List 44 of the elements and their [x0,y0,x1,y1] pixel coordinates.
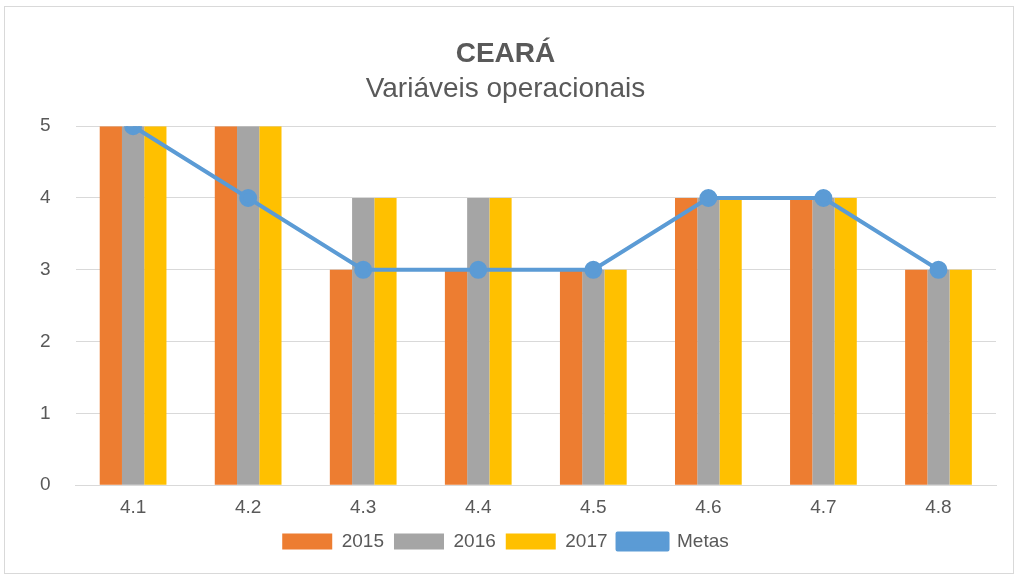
x-tick-label: 4.3 [349,495,377,517]
x-tick-label: 4.6 [695,495,722,517]
x-tick-label: 4.1 [119,495,147,517]
bar [374,198,397,485]
bar [352,198,375,485]
y-tick-label: 3 [39,258,51,280]
x-tick-label: 4.8 [925,495,952,517]
x-tick-label: 4.7 [810,495,837,517]
bar [559,269,583,485]
legend-label: Metas [677,529,729,551]
bar [949,269,972,485]
x-tick-label: 4.5 [580,495,607,517]
bar [812,198,835,485]
y-tick-label: 0 [39,473,51,495]
bar [582,269,605,485]
bar [259,126,282,485]
bar [99,126,122,485]
chart-title: CEARÁ [455,36,556,68]
bar [834,198,857,485]
legend-label: 2016 [453,529,496,551]
x-tick-label: 4.4 [465,495,492,517]
bar [144,126,167,485]
y-tick-label: 2 [39,329,51,351]
bar [121,126,145,485]
bar [719,198,742,485]
bar [467,198,490,485]
bar [675,198,698,485]
bar [604,269,627,485]
bar [489,198,512,485]
bar [237,126,260,485]
legend-label: 2015 [341,529,385,551]
y-tick-label: 1 [39,401,51,423]
bar [329,269,353,485]
bar [214,126,238,485]
legend-label: 2017 [565,529,608,551]
bar [790,198,813,485]
bar [927,269,950,485]
bar [697,198,720,485]
bar [444,269,468,485]
y-tick-label: 5 [39,114,51,136]
chart-subtitle: Variáveis operacionais [365,72,646,104]
x-tick-label: 4.2 [234,495,262,517]
y-tick-label: 4 [39,186,51,208]
bar [905,269,928,485]
